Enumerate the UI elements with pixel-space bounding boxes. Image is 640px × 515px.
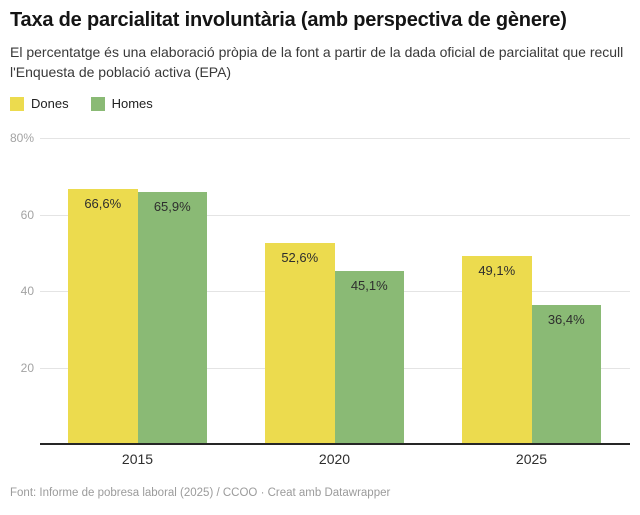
legend-item-homes: Homes	[90, 96, 153, 111]
y-tick-label-40: 40	[20, 284, 34, 298]
bar-value-label-dones-2020: 52,6%	[281, 249, 319, 265]
bar-value-label-homes-2025: 36,4%	[547, 311, 585, 327]
x-axis-label-2025: 2025	[515, 451, 548, 467]
chart-subtitle: El percentatge és una elaboració pròpia …	[10, 44, 624, 81]
legend-label-dones: Dones	[31, 96, 69, 111]
legend: Dones Homes	[10, 96, 153, 111]
bar-homes-2015	[137, 191, 207, 444]
bar-homes-2020	[334, 271, 404, 444]
x-axis-label-2020: 2020	[318, 451, 351, 467]
bar-dones-2020	[265, 242, 335, 444]
bar-dones-2015	[68, 189, 138, 444]
x-axis-label-2015: 2015	[121, 451, 154, 467]
y-tick-label-80: 80%	[9, 131, 34, 145]
gridline-60	[40, 214, 630, 216]
legend-swatch-dones-icon	[10, 96, 24, 111]
footer-source: Font: Informe de pobresa laboral (2025) …	[10, 487, 391, 499]
y-tick-label-60: 60	[20, 207, 34, 222]
gridline-80	[40, 138, 630, 139]
bar-value-label-homes-2015: 65,9%	[153, 198, 191, 214]
x-axis-line	[40, 443, 630, 445]
legend-label-homes: Homes	[111, 96, 153, 111]
chart-title: Taxa de parcialitat involuntària (amb pe…	[10, 9, 567, 31]
bar-dones-2025	[462, 256, 532, 444]
legend-item-dones: Dones	[10, 96, 69, 111]
bar-homes-2025	[531, 304, 601, 444]
bar-value-label-dones-2015: 66,6%	[84, 196, 122, 212]
bar-value-label-homes-2020: 45,1%	[350, 278, 388, 294]
legend-swatch-homes-icon	[90, 96, 105, 111]
y-tick-label-20: 20	[20, 360, 34, 375]
bar-value-label-dones-2025: 49,1%	[478, 263, 516, 279]
grouped-bar-chart: 20 40 60 80% 66,6% 65,9% 2015 52,6% 45,1% 2020 49,…	[0, 130, 640, 475]
